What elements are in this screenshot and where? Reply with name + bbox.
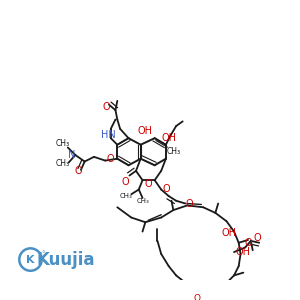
Text: OH: OH — [236, 247, 251, 257]
Text: O: O — [74, 166, 82, 176]
Text: O: O — [185, 199, 193, 208]
Text: O: O — [106, 154, 114, 164]
Text: OH: OH — [161, 133, 176, 143]
Text: °: ° — [41, 251, 44, 257]
Text: O: O — [193, 294, 200, 300]
Text: O: O — [244, 238, 252, 248]
Text: HN: HN — [100, 130, 116, 140]
Text: OH: OH — [222, 228, 237, 239]
Text: O: O — [122, 177, 130, 187]
Text: CH₃: CH₃ — [166, 147, 180, 156]
Text: O: O — [254, 233, 261, 243]
Text: OH: OH — [138, 126, 153, 136]
Text: CH₃: CH₃ — [119, 193, 132, 199]
Text: Kuujia: Kuujia — [37, 250, 95, 268]
Text: N: N — [68, 150, 75, 160]
Text: CH₃: CH₃ — [56, 159, 70, 168]
Text: O: O — [144, 179, 152, 189]
Text: K: K — [26, 255, 35, 265]
Text: CH₃: CH₃ — [55, 139, 69, 148]
Text: O: O — [163, 184, 171, 194]
Text: O: O — [102, 102, 110, 112]
Text: CH₃: CH₃ — [137, 198, 150, 204]
